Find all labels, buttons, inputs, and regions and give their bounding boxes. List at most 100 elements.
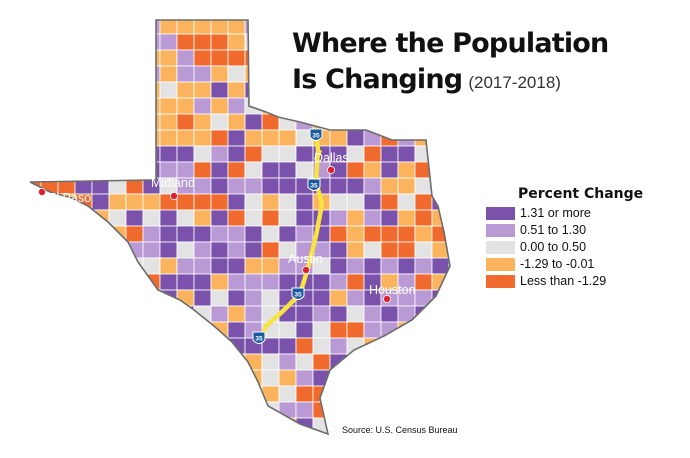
county <box>142 193 161 211</box>
county <box>363 401 382 419</box>
county <box>193 241 212 259</box>
county <box>193 385 212 403</box>
county <box>227 97 246 115</box>
county <box>261 33 280 51</box>
county <box>431 385 450 403</box>
county <box>30 20 42 35</box>
county <box>91 33 110 51</box>
county <box>448 161 450 179</box>
county <box>244 417 263 434</box>
county <box>142 65 161 83</box>
county <box>193 113 212 131</box>
county <box>312 273 331 291</box>
county <box>176 113 195 131</box>
county <box>278 433 297 434</box>
city-label-midland: Midland <box>151 176 195 190</box>
county <box>176 369 195 387</box>
county <box>244 385 263 403</box>
county <box>193 433 212 434</box>
city-label-dallas: Dallas <box>314 151 349 165</box>
county <box>40 385 59 403</box>
county <box>40 289 59 307</box>
county <box>261 129 280 147</box>
county <box>142 337 161 355</box>
county <box>431 433 450 434</box>
interstate-shield-icon: 35 <box>252 331 266 344</box>
county <box>227 289 246 307</box>
county <box>346 113 365 131</box>
county <box>74 257 93 275</box>
county <box>40 145 59 163</box>
county <box>159 81 178 99</box>
county <box>108 129 127 147</box>
county <box>125 33 144 51</box>
county <box>210 225 229 243</box>
county <box>380 433 399 434</box>
county <box>74 49 93 67</box>
county <box>125 305 144 323</box>
county <box>30 337 42 355</box>
county <box>142 33 161 51</box>
county <box>346 177 365 195</box>
county <box>57 289 76 307</box>
county <box>74 65 93 83</box>
county <box>261 225 280 243</box>
county <box>414 97 433 115</box>
county <box>244 65 263 83</box>
county <box>227 385 246 403</box>
county <box>142 129 161 147</box>
county <box>57 65 76 83</box>
county <box>380 225 399 243</box>
county <box>278 321 297 339</box>
county <box>108 289 127 307</box>
county <box>244 305 263 323</box>
county <box>108 209 127 227</box>
county <box>108 273 127 291</box>
county <box>57 81 76 99</box>
county <box>261 81 280 99</box>
county <box>414 145 433 163</box>
county <box>227 49 246 67</box>
county <box>74 225 93 243</box>
county <box>227 417 246 434</box>
county <box>414 257 433 275</box>
county <box>448 289 450 307</box>
county <box>278 209 297 227</box>
county <box>278 401 297 419</box>
county <box>30 33 42 51</box>
county <box>227 433 246 434</box>
county <box>108 353 127 371</box>
county <box>91 241 110 259</box>
county <box>244 161 263 179</box>
county <box>159 321 178 339</box>
legend-item: 0.51 to 1.30 <box>486 222 643 238</box>
county <box>363 161 382 179</box>
interstate-shield-label: 35 <box>312 133 320 140</box>
county <box>244 401 263 419</box>
county <box>125 129 144 147</box>
county <box>193 129 212 147</box>
county <box>40 337 59 355</box>
county <box>431 113 450 131</box>
county <box>193 97 212 115</box>
county <box>346 353 365 371</box>
county <box>210 257 229 275</box>
county <box>193 321 212 339</box>
county <box>448 273 450 291</box>
county <box>159 113 178 131</box>
county <box>159 337 178 355</box>
county <box>74 129 93 147</box>
county <box>312 305 331 323</box>
county <box>57 97 76 115</box>
county <box>397 113 416 131</box>
county <box>176 401 195 419</box>
county <box>159 417 178 434</box>
county <box>74 305 93 323</box>
county <box>40 161 59 179</box>
county <box>346 433 365 434</box>
county <box>193 49 212 67</box>
county <box>57 20 76 35</box>
legend-label: 0.00 to 0.50 <box>520 240 587 254</box>
county <box>312 337 331 355</box>
county <box>57 257 76 275</box>
